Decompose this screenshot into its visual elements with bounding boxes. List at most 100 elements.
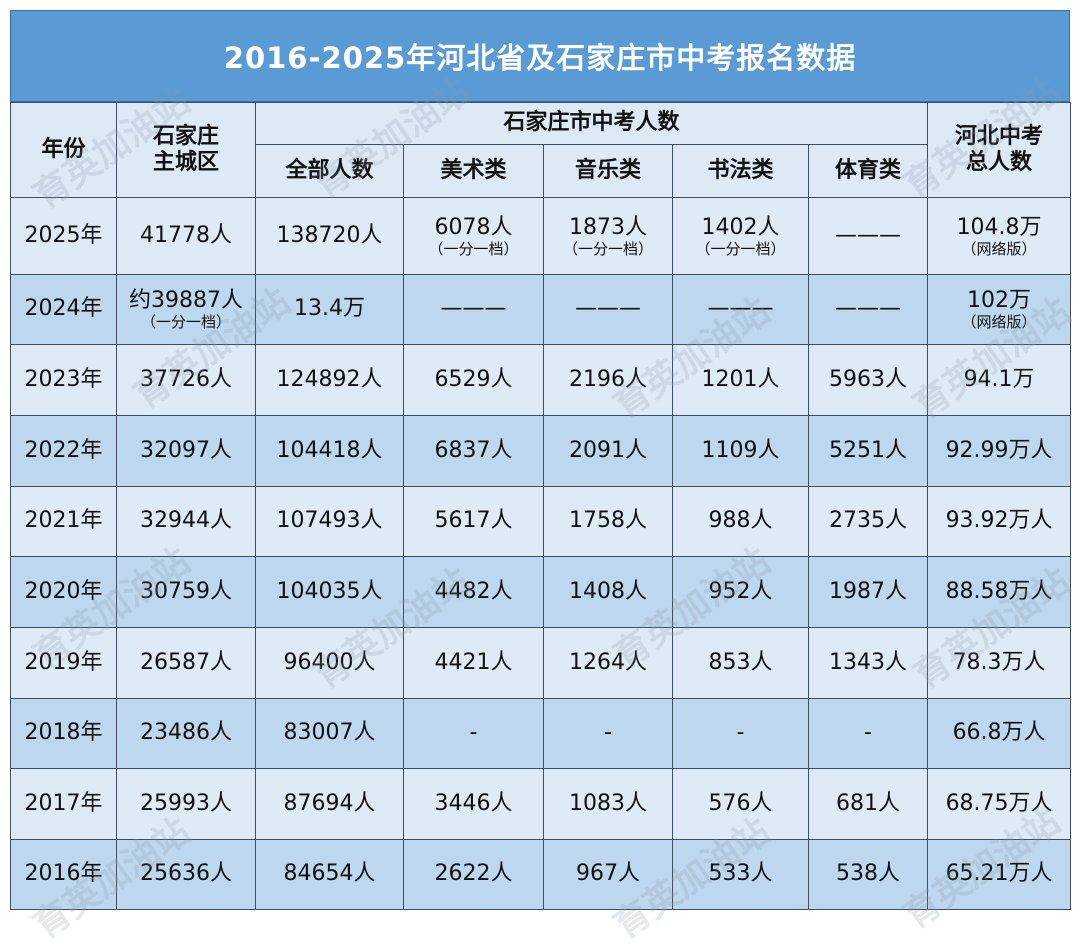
table-cell: 6078人 （一分一档） — [403, 197, 544, 275]
table-cell: - — [672, 698, 809, 769]
table-cell: 5617人 — [403, 486, 544, 557]
table-cell: 1083人 — [543, 768, 673, 840]
table-cell: 4482人 — [403, 556, 544, 628]
table-cell: 1873人 （一分一档） — [543, 197, 673, 275]
table-cell: 6529人 — [403, 344, 544, 416]
table-cell: 853人 — [672, 627, 809, 699]
cell-note: （网络版） — [961, 239, 1037, 258]
cell-value: 约39887人 — [129, 288, 243, 314]
header-line: 石家庄 — [152, 123, 219, 149]
table-cell: 538人 — [807, 839, 929, 910]
table-row: 2020年 30759人 104035人 4482人 1408人 952人 1987人 88.… — [10, 556, 1072, 628]
table-row: 2016年 25636人 84654人 2622人 967人 533人 538人 65.21万… — [10, 839, 1072, 910]
table-cell: 2024年 — [10, 274, 117, 345]
table-cell: 2021年 — [10, 486, 117, 557]
table-cell: 533人 — [672, 839, 809, 910]
table-cell: 68.75万人 — [927, 768, 1072, 840]
table-cell: 104.8万 （网络版） — [927, 197, 1072, 275]
table-cell: 6837人 — [403, 415, 544, 487]
cell-value: 6078人 — [434, 214, 513, 240]
cell-note: （一分一档） — [140, 313, 231, 332]
table-cell: - — [807, 698, 929, 769]
table-cell: 84654人 — [255, 839, 404, 910]
header-cell: 石家庄 主城区 — [116, 102, 256, 198]
table-cell: 87694人 — [255, 768, 404, 840]
header-cell: 音乐类 — [543, 144, 673, 198]
data-table: 年份 石家庄 主城区 石家庄市中考人数 河北中考 总人数 全部人数 美术类 音乐类 书法类 体育类 2… — [10, 102, 1072, 910]
table-cell: 2196人 — [543, 344, 673, 416]
table-cell: 83007人 — [255, 698, 404, 769]
table-cell: 2735人 — [807, 486, 929, 557]
table-cell: 96400人 — [255, 627, 404, 699]
table-cell: 2020年 — [10, 556, 117, 628]
table-title: 2016-2025年河北省及石家庄市中考报名数据 — [10, 10, 1070, 102]
table-cell: 1758人 — [543, 486, 673, 557]
table-cell: 1201人 — [672, 344, 809, 416]
table-cell: 104035人 — [255, 556, 404, 628]
page: {"title": "2016-2025年河北省及石家庄市中考报名数据", "w… — [10, 10, 1078, 948]
table-cell: 37726人 — [116, 344, 256, 416]
header-cell: 全部人数 — [255, 144, 404, 198]
cell-note: （一分一档） — [562, 239, 653, 258]
table-cell: 1264人 — [543, 627, 673, 699]
table-cell: 66.8万人 — [927, 698, 1072, 769]
table-cell: 2022年 — [10, 415, 117, 487]
table-cell: 约39887人 （一分一档） — [116, 274, 256, 345]
table-row: 2019年 26587人 96400人 4421人 1264人 853人 1343人 78.3… — [10, 627, 1072, 699]
table-cell: 78.3万人 — [927, 627, 1072, 699]
table-cell: 2025年 — [10, 197, 117, 275]
table-cell: 32097人 — [116, 415, 256, 487]
cell-value: 1402人 — [701, 214, 780, 240]
table-cell: 23486人 — [116, 698, 256, 769]
table-cell: 92.99万人 — [927, 415, 1072, 487]
cell-value: 102万 — [967, 288, 1032, 314]
table-cell: 2016年 — [10, 839, 117, 910]
table-cell: 102万 （网络版） — [927, 274, 1072, 345]
table-cell: 988人 — [672, 486, 809, 557]
table-cell: 25993人 — [116, 768, 256, 840]
header-row: 年份 石家庄 主城区 石家庄市中考人数 河北中考 总人数 — [10, 102, 1072, 198]
table-cell: 107493人 — [255, 486, 404, 557]
table-row: 2025年 41778人 138720人 6078人 （一分一档） 1873人 （一分一档）… — [10, 197, 1072, 275]
header-line: 总人数 — [966, 150, 1033, 175]
header-row: 全部人数 美术类 音乐类 书法类 体育类 — [11, 144, 1071, 198]
table-cell: 94.1万 — [927, 344, 1072, 416]
table-cell: 3446人 — [403, 768, 544, 840]
table-cell: ——— — [807, 274, 929, 345]
table-cell: 967人 — [543, 839, 673, 910]
table-cell: 124892人 — [255, 344, 404, 416]
table-cell: 2017年 — [10, 768, 117, 840]
table-cell: 4421人 — [403, 627, 544, 699]
table-cell: 13.4万 — [255, 274, 404, 345]
table-row: 2017年 25993人 87694人 3446人 1083人 576人 681人 68.75… — [10, 768, 1072, 840]
header-cell: 体育类 — [807, 144, 929, 198]
table-cell: 576人 — [672, 768, 809, 840]
table-cell: 93.92万人 — [927, 486, 1072, 557]
table-cell: 952人 — [672, 556, 809, 628]
table-cell: 2019年 — [10, 627, 117, 699]
table-row: 2024年 约39887人 （一分一档） 13.4万 ——— ——— ——— ——— 102万（… — [10, 274, 1072, 345]
cell-note: （一分一档） — [695, 239, 786, 258]
cell-note: （一分一档） — [428, 239, 519, 258]
table-cell: 1987人 — [807, 556, 929, 628]
table-row: 2018年 23486人 83007人 - - - -66.8万人 — [10, 698, 1072, 769]
table-cell: 88.58万人 — [927, 556, 1072, 628]
table-cell: 1402人 （一分一档） — [672, 197, 809, 275]
table-row: 2021年 32944人 107493人 5617人 1758人 988人 2735人 93.… — [10, 486, 1072, 557]
table-cell: 2018年 — [10, 698, 117, 769]
table-cell: ——— — [403, 274, 544, 345]
table-cell: 5251人 — [807, 415, 929, 487]
table-cell: - — [543, 698, 673, 769]
cell-value: 1873人 — [569, 214, 647, 240]
table-cell: 2622人 — [403, 839, 544, 910]
table-cell: 2091人 — [543, 415, 673, 487]
header-line: 河北中考 — [955, 123, 1044, 149]
cell-value: 104.8万 — [956, 214, 1042, 240]
table-cell: 1109人 — [672, 415, 809, 487]
header-line: 主城区 — [152, 150, 219, 175]
table-cell: 2023年 — [10, 344, 117, 416]
table-container: 2016-2025年河北省及石家庄市中考报名数据 年份 石家庄 主城区 石家庄市中考人… — [10, 10, 1072, 910]
table-cell: ——— — [543, 274, 673, 345]
table-cell: ——— — [672, 274, 809, 345]
table-cell: ——— — [807, 197, 929, 275]
